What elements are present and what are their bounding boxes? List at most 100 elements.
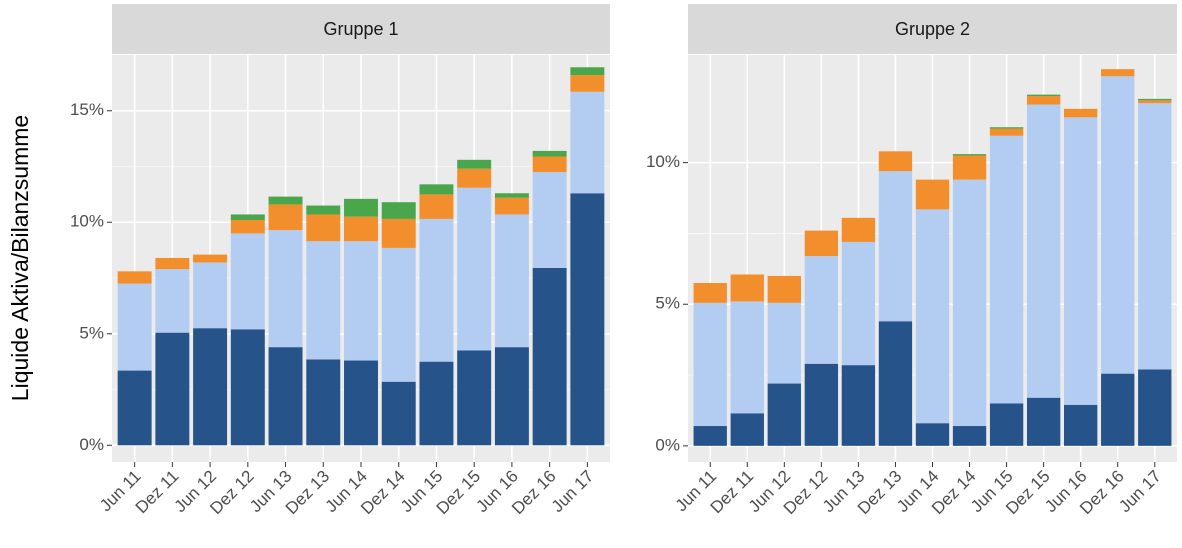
bar-segment <box>268 196 303 205</box>
bar-segment <box>989 135 1024 404</box>
bar-segment <box>730 301 764 414</box>
bar-segment <box>306 205 341 215</box>
bar-segment <box>952 155 987 180</box>
bar-segment <box>230 233 265 330</box>
strip <box>688 4 1177 54</box>
bar-segment <box>230 329 265 446</box>
bar-segment <box>419 361 454 446</box>
bar-segment <box>952 154 987 156</box>
bar-segment <box>457 187 492 351</box>
facet-title: Gruppe 1 <box>323 19 398 39</box>
bar-segment <box>878 151 913 172</box>
x-tick-label: Jun 17 <box>1115 467 1165 517</box>
bar-segment <box>1026 397 1061 446</box>
bar-segment <box>268 204 303 231</box>
bar-segment <box>457 159 492 169</box>
bar-segment <box>804 256 839 364</box>
bar-segment <box>268 347 303 446</box>
bar-segment <box>878 171 913 322</box>
bar-segment <box>1101 373 1135 446</box>
x-tick-label: Dez 11 <box>132 467 183 518</box>
y-tick-label: 5% <box>655 294 680 313</box>
bar-segment <box>117 271 152 284</box>
bar-segment <box>419 194 454 219</box>
bar-segment <box>570 91 605 194</box>
bar-segment <box>570 67 605 76</box>
bar-segment <box>381 381 416 446</box>
bar-segment <box>344 198 378 217</box>
strip <box>112 4 610 54</box>
bar-segment <box>155 257 190 270</box>
y-axis-label: Liquide Aktiva/Bilanzsumme <box>7 115 33 401</box>
bar-segment <box>1026 96 1061 105</box>
bar-segment <box>344 216 378 242</box>
bar-segment <box>117 370 152 446</box>
bar-segment <box>1138 98 1172 101</box>
bar-segment <box>306 241 341 360</box>
bar-segment <box>570 193 605 446</box>
bar-segment <box>193 262 228 329</box>
bar-segment <box>532 267 567 446</box>
bar-segment <box>494 193 529 198</box>
bar-segment <box>989 403 1024 446</box>
y-tick-label: 5% <box>79 323 104 342</box>
bar-segment <box>1064 404 1098 446</box>
bar-segment <box>381 202 416 219</box>
bar-segment <box>693 302 727 427</box>
bar-segment <box>457 350 492 446</box>
bar-segment <box>989 128 1024 136</box>
facet-title: Gruppe 2 <box>895 19 970 39</box>
y-tick-label: 15% <box>70 100 104 119</box>
bar-segment <box>767 383 801 446</box>
bar-segment <box>344 241 378 361</box>
bar-segment <box>230 220 265 234</box>
bar-segment <box>268 230 303 348</box>
bar-segment <box>915 209 950 424</box>
bar-segment <box>804 363 839 446</box>
bar-segment <box>841 365 876 446</box>
bar-segment <box>730 274 764 302</box>
bar-segment <box>155 332 190 446</box>
bar-segment <box>1026 94 1061 97</box>
bar-segment <box>344 360 378 446</box>
bar-segment <box>1138 100 1172 104</box>
bar-segment <box>841 217 876 242</box>
bar-segment <box>1138 103 1172 370</box>
bar-segment <box>532 150 567 157</box>
bar-segment <box>570 75 605 92</box>
bar-segment <box>306 214 341 242</box>
bar-segment <box>155 269 190 333</box>
bar-segment <box>457 168 492 188</box>
bar-segment <box>841 241 876 366</box>
bar-segment <box>306 359 341 446</box>
bar-segment <box>230 214 265 221</box>
bar-segment <box>494 197 529 215</box>
y-tick-label: 0% <box>655 435 680 454</box>
bar-segment <box>1026 104 1061 398</box>
bar-segment <box>1101 76 1135 374</box>
bar-segment <box>532 156 567 173</box>
y-tick-label: 10% <box>70 212 104 231</box>
bar-segment <box>767 302 801 384</box>
y-tick-label: 10% <box>646 152 680 171</box>
bar-segment <box>730 413 764 446</box>
bar-segment <box>1064 117 1098 405</box>
bar-segment <box>494 347 529 446</box>
y-tick-label: 0% <box>79 435 104 454</box>
bar-segment <box>494 214 529 348</box>
bar-segment <box>767 275 801 303</box>
bar-segment <box>381 247 416 382</box>
bar-segment <box>878 321 913 446</box>
bar-segment <box>1064 108 1098 118</box>
bar-segment <box>952 426 987 446</box>
bar-segment <box>532 172 567 268</box>
bar-segment <box>419 218 454 362</box>
bar-segment <box>193 328 228 446</box>
bar-segment <box>952 179 987 427</box>
bar-segment <box>117 283 152 371</box>
bar-segment <box>193 254 228 263</box>
bar-segment <box>1138 369 1172 446</box>
bar-segment <box>915 179 950 210</box>
bar-segment <box>381 218 416 248</box>
